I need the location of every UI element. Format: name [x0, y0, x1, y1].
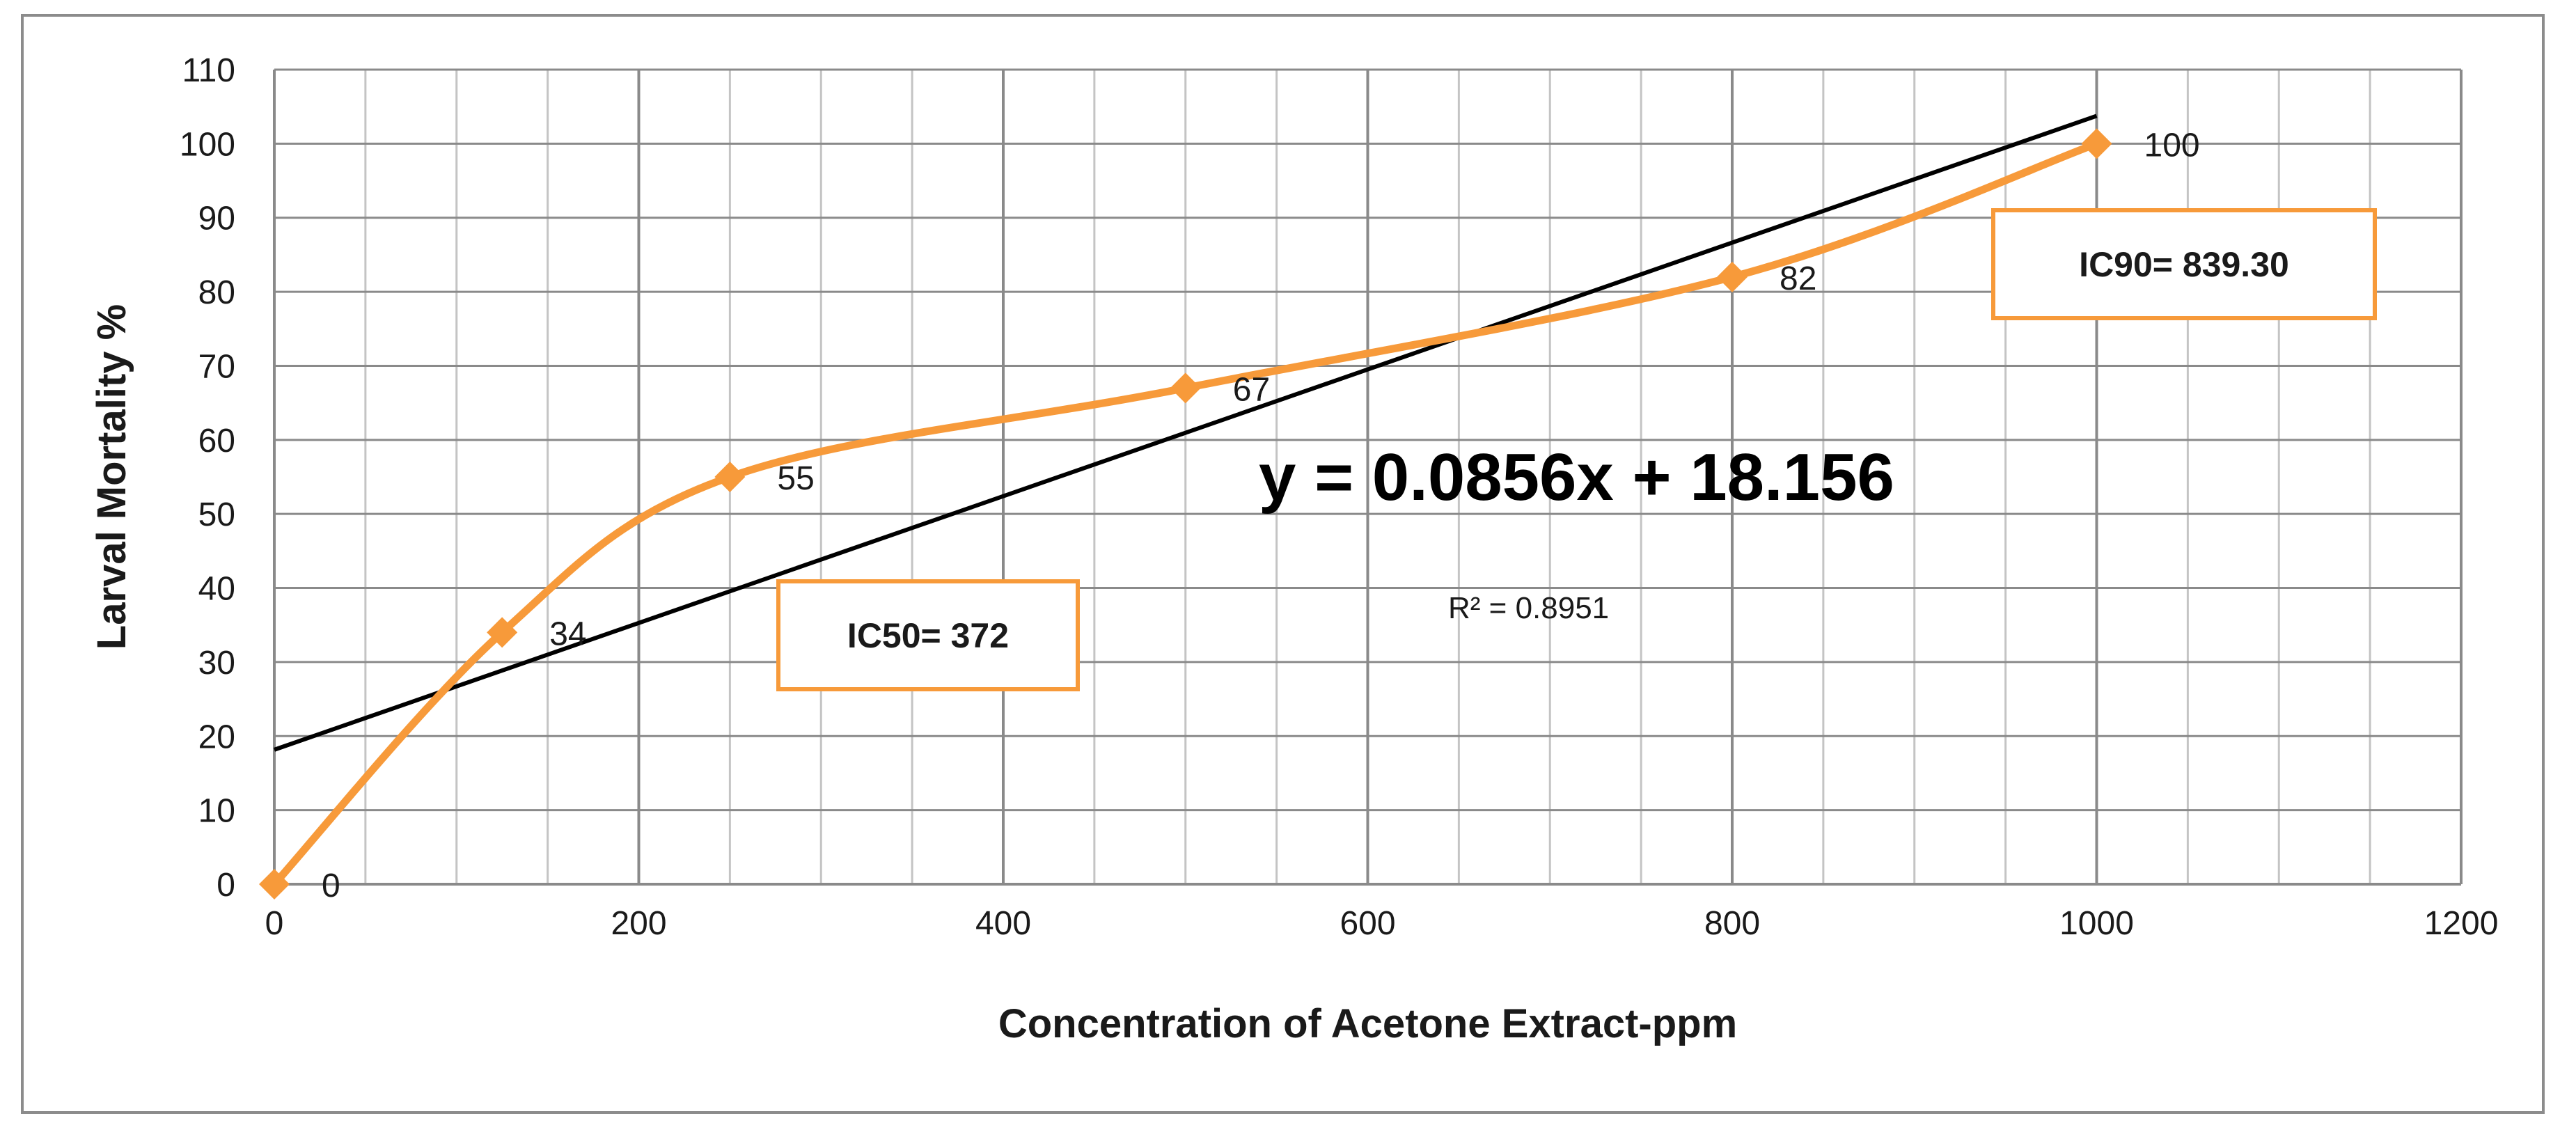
- series-group: [259, 128, 2112, 900]
- x-tick-label: 200: [611, 905, 666, 942]
- chart-frame: [21, 14, 2545, 1114]
- data-label: 67: [1233, 371, 1270, 408]
- data-point-marker: [2081, 128, 2112, 159]
- x-tick-label: 0: [265, 905, 284, 942]
- x-tick-label: 600: [1340, 905, 1395, 942]
- trendline: [274, 113, 2098, 752]
- y-tick-label: 80: [198, 274, 235, 311]
- data-point-marker: [1170, 372, 1201, 404]
- y-tick-label: 20: [198, 718, 235, 755]
- y-tick-label: 30: [198, 645, 235, 682]
- y-tick-label: 40: [198, 571, 235, 608]
- data-point-marker: [714, 462, 746, 492]
- x-axis-title: Concentration of Acetone Extract-ppm: [998, 1001, 1737, 1046]
- trendline-group: [274, 113, 2098, 752]
- x-tick-label: 1000: [2059, 905, 2134, 942]
- data-label: 82: [1780, 260, 1816, 297]
- data-labels-group: 0 34 55 67 82 100: [322, 127, 2200, 904]
- y-tick-label: 0: [217, 867, 235, 904]
- y-tick-label: 70: [198, 348, 235, 385]
- y-tick-label: 60: [198, 423, 235, 459]
- y-tick-label: 10: [198, 793, 235, 830]
- data-label: 0: [322, 867, 340, 904]
- ic90-annotation-box: [1991, 208, 2377, 320]
- y-tick-label: 100: [180, 126, 235, 163]
- y-tick-label: 90: [198, 201, 235, 237]
- x-tick-label: 800: [1704, 905, 1760, 942]
- series-line: [270, 139, 2100, 888]
- ticks-group: 0 200 400 600 800 1000 12000102030405060708090…: [180, 52, 2498, 942]
- y-tick-label: 110: [182, 52, 235, 89]
- data-point-marker: [487, 617, 518, 648]
- data-label: 55: [777, 460, 814, 497]
- data-label: 34: [549, 615, 586, 652]
- data-point-marker: [1717, 261, 1748, 292]
- x-tick-label: 400: [975, 905, 1031, 942]
- x-tick-label: 1200: [2424, 905, 2499, 942]
- ic50-annotation-box: [776, 579, 1080, 691]
- r-squared-label: R² = 0.8951: [1448, 591, 1609, 625]
- ic50-annotation-text: IC50= 372: [847, 616, 1009, 655]
- ic90-annotation-text: IC90= 839.30: [2079, 245, 2289, 284]
- data-point-marker: [259, 869, 290, 900]
- y-tick-label: 50: [198, 496, 235, 533]
- trendline-equation: y = 0.0856x + 18.156: [1259, 440, 1894, 514]
- y-axis-title: Larval Mortality %: [89, 304, 134, 650]
- data-label: 100: [2144, 127, 2200, 164]
